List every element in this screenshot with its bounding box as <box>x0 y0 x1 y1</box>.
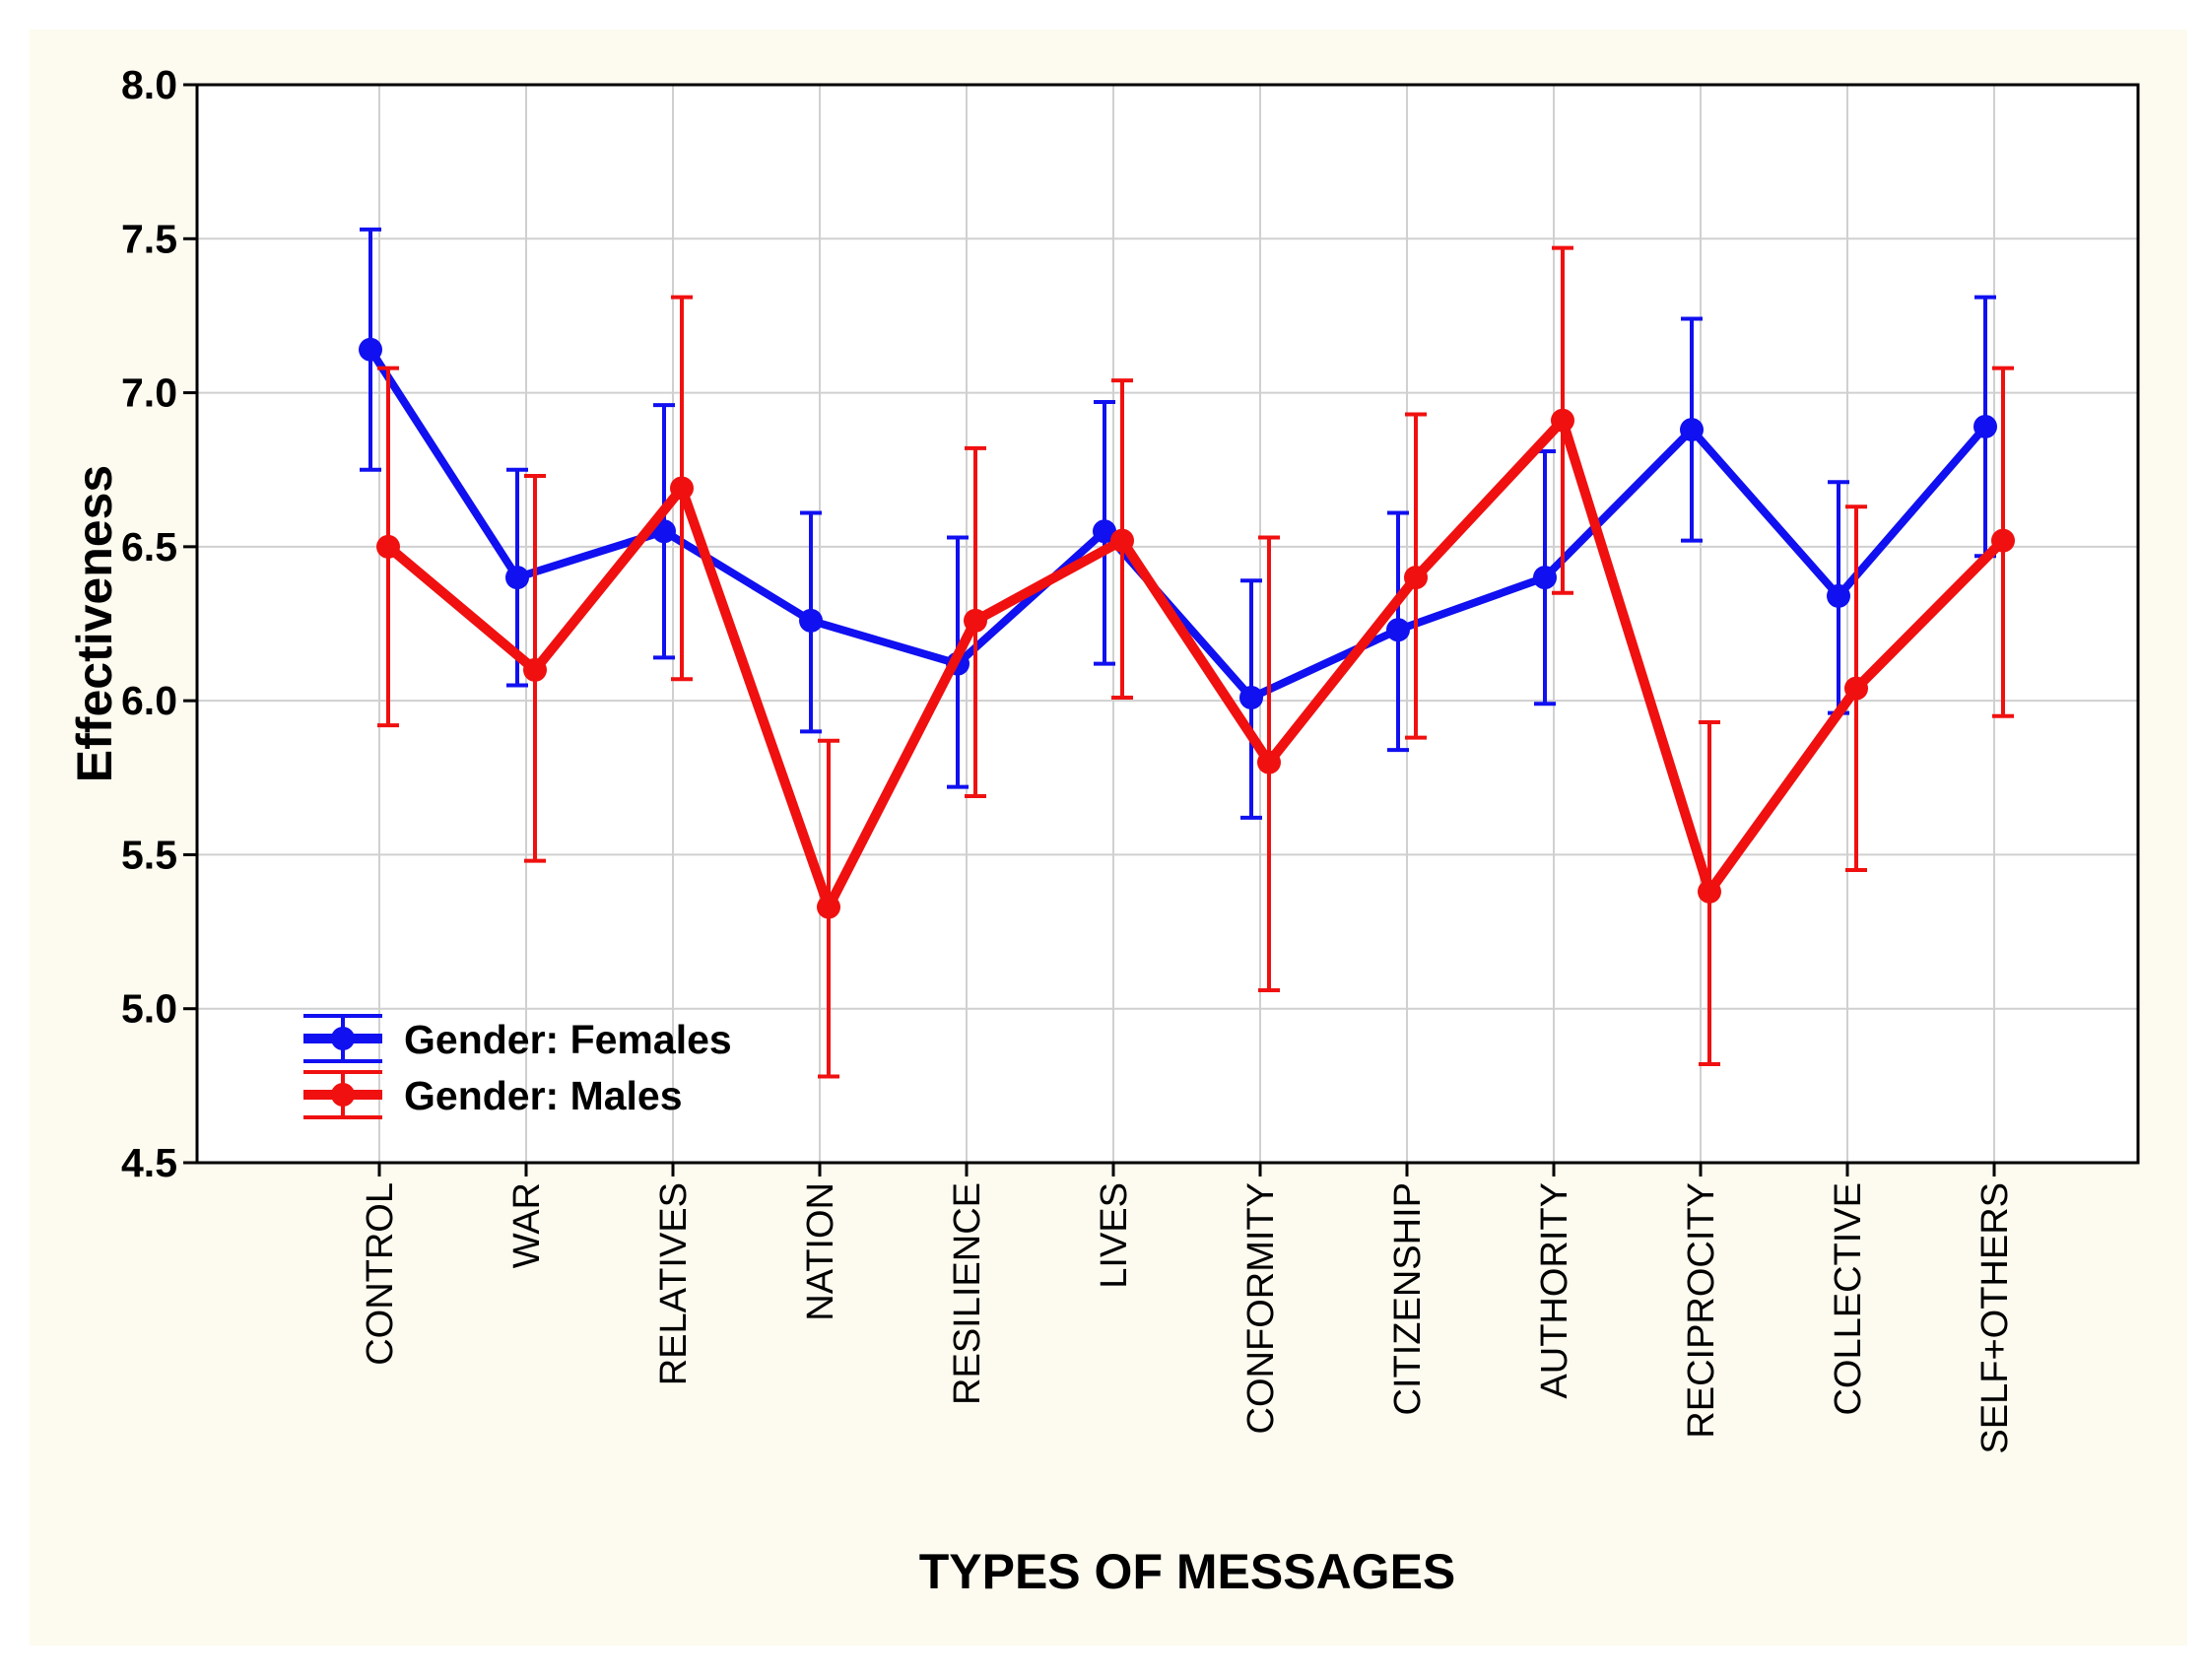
x-tick-label: RELATIVES <box>653 1182 695 1385</box>
legend-marker <box>331 1027 355 1050</box>
x-tick-label: WAR <box>506 1182 548 1268</box>
y-tick-label: 6.0 <box>121 678 177 723</box>
data-point <box>1991 528 2015 553</box>
data-point <box>670 476 694 501</box>
plot-frame <box>195 83 2140 1165</box>
y-tick-label: 8.0 <box>121 62 177 107</box>
plot-area <box>197 85 2138 1163</box>
data-point <box>1257 750 1281 774</box>
data-point <box>376 534 400 559</box>
data-point <box>1093 519 1116 544</box>
y-tick-label: 4.5 <box>121 1140 177 1185</box>
legend: Gender: Females Gender: Males <box>303 1014 732 1119</box>
x-axis-ticks: CONTROL WAR RELATIVES NATION RESILIENCE LIVES… <box>360 1163 2016 1454</box>
y-tick-label: 7.0 <box>121 370 177 416</box>
y-tick-label: 5.5 <box>121 832 177 877</box>
x-tick-label: RECIPROCITY <box>1681 1182 1722 1439</box>
legend-label: Gender: Females <box>404 1017 732 1062</box>
data-point <box>505 566 529 590</box>
x-tick-label: NATION <box>800 1182 841 1321</box>
x-tick-label: AUTHORITY <box>1534 1182 1575 1399</box>
data-point <box>1533 566 1557 590</box>
x-tick-label: CITIZENSHIP <box>1387 1182 1429 1415</box>
x-tick-label: COLLECTIVE <box>1828 1182 1869 1416</box>
x-tick-label: RESILIENCE <box>947 1182 988 1405</box>
y-tick-label: 5.0 <box>121 986 177 1032</box>
data-point <box>1386 618 1410 642</box>
x-axis-title: TYPES OF MESSAGES <box>919 1544 1456 1599</box>
y-axis-title: Effectiveness <box>67 465 122 782</box>
y-axis-ticks: 4.5 5.0 5.5 6.0 6.5 7.0 7.5 8.0 <box>121 62 197 1185</box>
y-tick-label: 6.5 <box>121 524 177 570</box>
data-point <box>1827 583 1850 608</box>
x-tick-label: CONFORMITY <box>1240 1182 1282 1434</box>
data-point <box>652 519 676 544</box>
data-point <box>1110 528 1134 553</box>
data-point <box>1844 676 1868 701</box>
data-point <box>523 657 547 682</box>
data-point <box>1973 414 1997 438</box>
data-point <box>964 608 987 633</box>
data-point <box>1551 408 1574 433</box>
data-point <box>1404 566 1428 590</box>
data-point <box>1239 686 1263 710</box>
legend-label: Gender: Males <box>404 1073 683 1118</box>
y-tick-label: 7.5 <box>121 216 177 261</box>
data-series <box>359 227 2015 1079</box>
grid-lines <box>197 85 2138 1163</box>
series-line <box>384 415 2007 912</box>
x-tick-label: SELF+OTHERS <box>1974 1182 2016 1454</box>
data-point <box>817 895 840 919</box>
legend-marker <box>331 1083 355 1107</box>
legend-item: Gender: Males <box>303 1070 683 1119</box>
x-tick-label: LIVES <box>1094 1182 1135 1289</box>
data-point <box>1698 879 1721 904</box>
x-tick-label: CONTROL <box>360 1182 401 1366</box>
series-males <box>376 245 2015 1079</box>
legend-item: Gender: Females <box>303 1014 732 1063</box>
data-point <box>1680 418 1704 442</box>
data-point <box>359 337 382 362</box>
data-point <box>799 608 823 633</box>
